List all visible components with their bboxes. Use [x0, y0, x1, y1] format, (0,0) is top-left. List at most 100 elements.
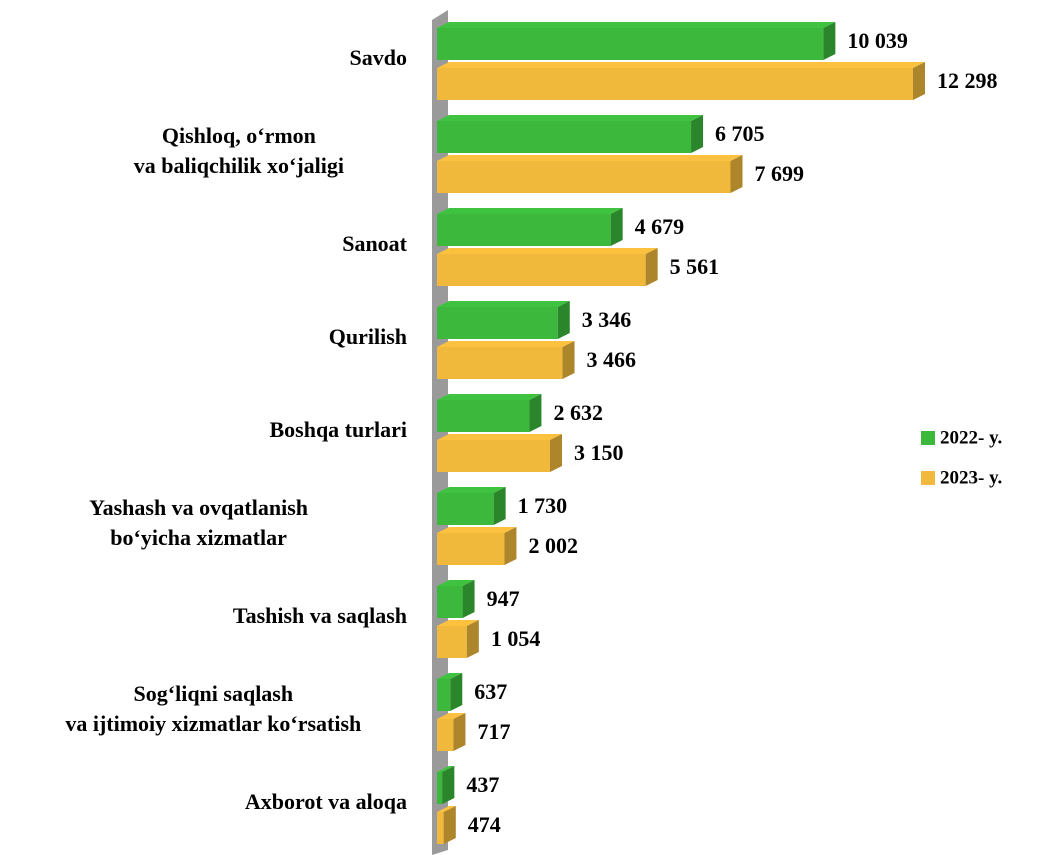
bar-side	[912, 62, 925, 100]
value-label: 437	[466, 772, 499, 797]
category-label: Qurilish	[329, 324, 407, 349]
bar-top	[437, 155, 743, 161]
bar-face	[437, 626, 467, 658]
bar	[437, 394, 542, 432]
bar-side	[450, 673, 463, 711]
legend-swatch	[921, 471, 935, 485]
category-label: Tashish va saqlash	[233, 603, 407, 628]
bar-face	[437, 812, 444, 844]
bar-side	[610, 208, 623, 246]
bar-face	[437, 28, 824, 60]
category-label: Savdo	[350, 45, 407, 70]
value-label: 3 466	[587, 347, 637, 372]
bar	[437, 208, 623, 246]
bar-top	[437, 527, 517, 533]
bar-top	[437, 115, 704, 121]
value-label: 717	[477, 719, 510, 744]
bar	[437, 301, 570, 339]
value-label: 1 730	[518, 493, 568, 518]
value-label: 10 039	[847, 28, 908, 53]
bar-side	[462, 580, 475, 618]
category-label: Axborot va aloqa	[245, 789, 407, 814]
legend-label: 2022- y.	[940, 427, 1002, 448]
bar-top	[437, 341, 575, 347]
bar	[437, 527, 517, 565]
bar-face	[437, 679, 451, 711]
bar-face	[437, 772, 443, 804]
bar-top	[437, 394, 542, 400]
bar-face	[437, 493, 494, 525]
bar-face	[437, 586, 463, 618]
bar-side	[645, 248, 658, 286]
bar-face	[437, 68, 913, 100]
bar-face	[437, 440, 550, 472]
bar-face	[437, 347, 563, 379]
bar-face	[437, 533, 505, 565]
bar-top	[437, 301, 570, 307]
bar-side	[823, 22, 836, 60]
value-label: 2 632	[553, 400, 603, 425]
category-label: Boshqa turlari	[269, 417, 407, 442]
value-label: 7 699	[754, 161, 804, 186]
value-label: 637	[474, 679, 507, 704]
bar-top	[437, 673, 463, 679]
bar-top	[437, 713, 466, 719]
bar	[437, 62, 925, 100]
bar	[437, 673, 463, 711]
bar-top	[437, 620, 479, 626]
bar-top	[437, 806, 456, 812]
bar-top	[437, 580, 475, 586]
value-label: 4 679	[635, 214, 685, 239]
bar	[437, 155, 743, 193]
bar-face	[437, 121, 692, 153]
value-label: 474	[468, 812, 501, 837]
bar-top	[437, 487, 506, 493]
bar	[437, 341, 575, 379]
bar-side	[493, 487, 506, 525]
bar	[437, 580, 475, 618]
bar	[437, 806, 456, 844]
bar-face	[437, 254, 646, 286]
value-label: 1 054	[491, 626, 541, 651]
bar-top	[437, 766, 455, 772]
value-label: 947	[487, 586, 520, 611]
bar	[437, 115, 704, 153]
bar-top	[437, 248, 658, 254]
bar-face	[437, 400, 530, 432]
bar-side	[529, 394, 542, 432]
bar-face	[437, 719, 454, 751]
bar-side	[562, 341, 575, 379]
category-label: Sog‘liqni saqlash va ijtimoiy xizmatlar k…	[65, 681, 361, 736]
bar	[437, 713, 466, 751]
bar	[437, 620, 479, 658]
bar-side	[453, 713, 466, 751]
bar	[437, 487, 506, 525]
bar-side	[557, 301, 570, 339]
bar-top	[437, 22, 836, 28]
value-label: 6 705	[715, 121, 765, 146]
value-label: 12 298	[937, 68, 998, 93]
bar-top	[437, 62, 925, 68]
bar-face	[437, 307, 558, 339]
bar-face	[437, 161, 731, 193]
bar-side	[442, 766, 455, 804]
value-label: 3 346	[582, 307, 632, 332]
category-label: Sanoat	[342, 231, 407, 256]
bar-side	[443, 806, 456, 844]
bar-side	[504, 527, 517, 565]
bar-top	[437, 434, 562, 440]
category-label: Yashash va ovqatlanish bo‘yicha xizmatlar	[89, 495, 308, 550]
bar-side	[466, 620, 479, 658]
bar	[437, 248, 658, 286]
value-label: 3 150	[574, 440, 624, 465]
category-label: Qishloq, o‘rmon va baliqchilik xo‘jaligi	[134, 123, 344, 178]
value-label: 5 561	[670, 254, 720, 279]
bar-side	[691, 115, 704, 153]
value-label: 2 002	[528, 533, 578, 558]
legend-label: 2023- y.	[940, 467, 1002, 488]
bar-side	[730, 155, 743, 193]
bar	[437, 766, 455, 804]
bar-side	[549, 434, 562, 472]
bar	[437, 434, 562, 472]
